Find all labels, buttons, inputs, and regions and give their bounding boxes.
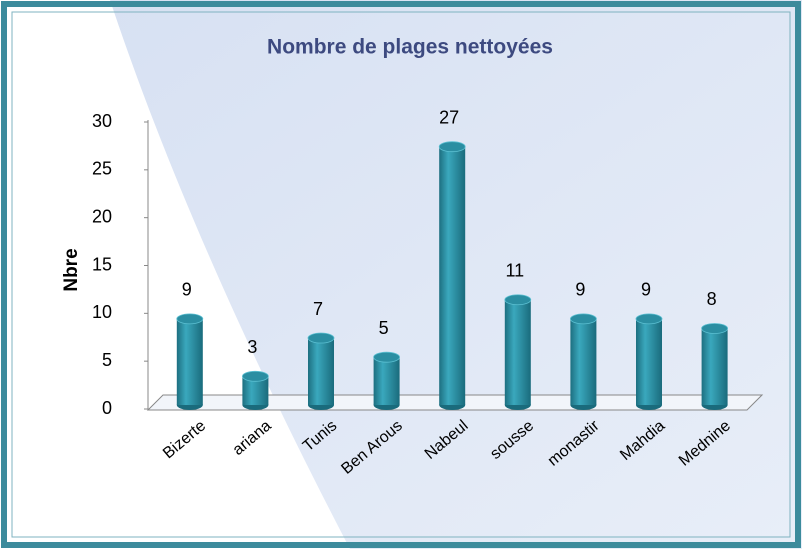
value-label: 9	[575, 280, 585, 300]
bar	[176, 313, 204, 410]
bar-top	[570, 313, 597, 325]
bar-body	[373, 357, 400, 405]
bar-body	[308, 338, 334, 405]
y-tick-label: 0	[102, 398, 112, 418]
y-tick-label: 20	[92, 206, 112, 226]
bar-top	[635, 313, 663, 325]
bar	[307, 332, 335, 410]
bar-top	[307, 332, 335, 344]
swoosh	[0, 0, 350, 549]
bar	[570, 313, 597, 410]
bar	[504, 294, 532, 410]
y-tick-label: 5	[102, 350, 112, 370]
bar	[701, 323, 728, 410]
value-label: 7	[313, 299, 323, 319]
value-label: 27	[439, 107, 459, 127]
y-axis-label: Nbre	[61, 248, 82, 291]
bar	[373, 351, 401, 410]
bar-top	[373, 351, 401, 363]
bar-top	[176, 313, 204, 325]
bar-body	[176, 318, 203, 405]
value-label: 5	[379, 318, 389, 338]
y-tick-label: 10	[92, 302, 112, 322]
bar-body	[570, 318, 597, 405]
y-tick-label: 15	[92, 254, 112, 274]
value-label: 9	[182, 280, 192, 300]
value-label: 8	[707, 289, 717, 309]
bar-body	[439, 146, 466, 405]
bar-top	[241, 370, 269, 382]
bar	[438, 141, 466, 410]
y-tick-label: 25	[92, 159, 112, 179]
value-label: 9	[641, 280, 651, 300]
bar	[635, 313, 663, 410]
chart-title: Nombre de plages nettoyées	[267, 36, 553, 59]
bar-top	[438, 141, 466, 153]
bar-top	[701, 323, 728, 334]
bar-body	[701, 328, 728, 405]
y-tick-label: 30	[92, 111, 112, 131]
bar-body	[636, 318, 662, 405]
inner-frame	[11, 11, 791, 538]
value-label: 3	[247, 337, 257, 357]
bar-top	[504, 294, 532, 306]
bar	[241, 370, 269, 410]
value-label: 11	[505, 261, 524, 281]
bar-body	[504, 299, 531, 405]
